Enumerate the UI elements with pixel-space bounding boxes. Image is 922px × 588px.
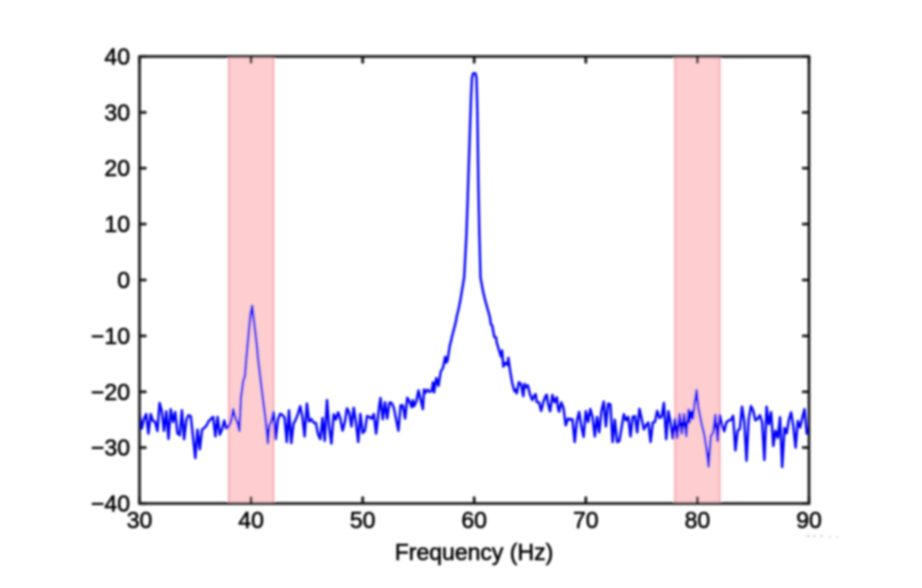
svg-text:30: 30 (104, 99, 130, 125)
svg-text:70: 70 (573, 507, 599, 533)
svg-text:20: 20 (104, 155, 130, 181)
svg-text:−30: −30 (91, 435, 130, 461)
svg-text:10: 10 (104, 211, 130, 237)
svg-text:30: 30 (127, 507, 153, 533)
svg-text:90: 90 (796, 507, 822, 533)
svg-text:50: 50 (350, 507, 376, 533)
svg-text:40: 40 (104, 44, 130, 70)
svg-text:Frequency (Hz): Frequency (Hz) (395, 539, 553, 565)
svg-text:0: 0 (117, 267, 130, 293)
svg-text:−20: −20 (91, 379, 130, 405)
svg-text:−10: −10 (91, 323, 130, 349)
svg-text:60: 60 (461, 507, 487, 533)
svg-text:80: 80 (685, 507, 711, 533)
svg-text:−40: −40 (91, 491, 130, 517)
svg-text:40: 40 (238, 507, 264, 533)
